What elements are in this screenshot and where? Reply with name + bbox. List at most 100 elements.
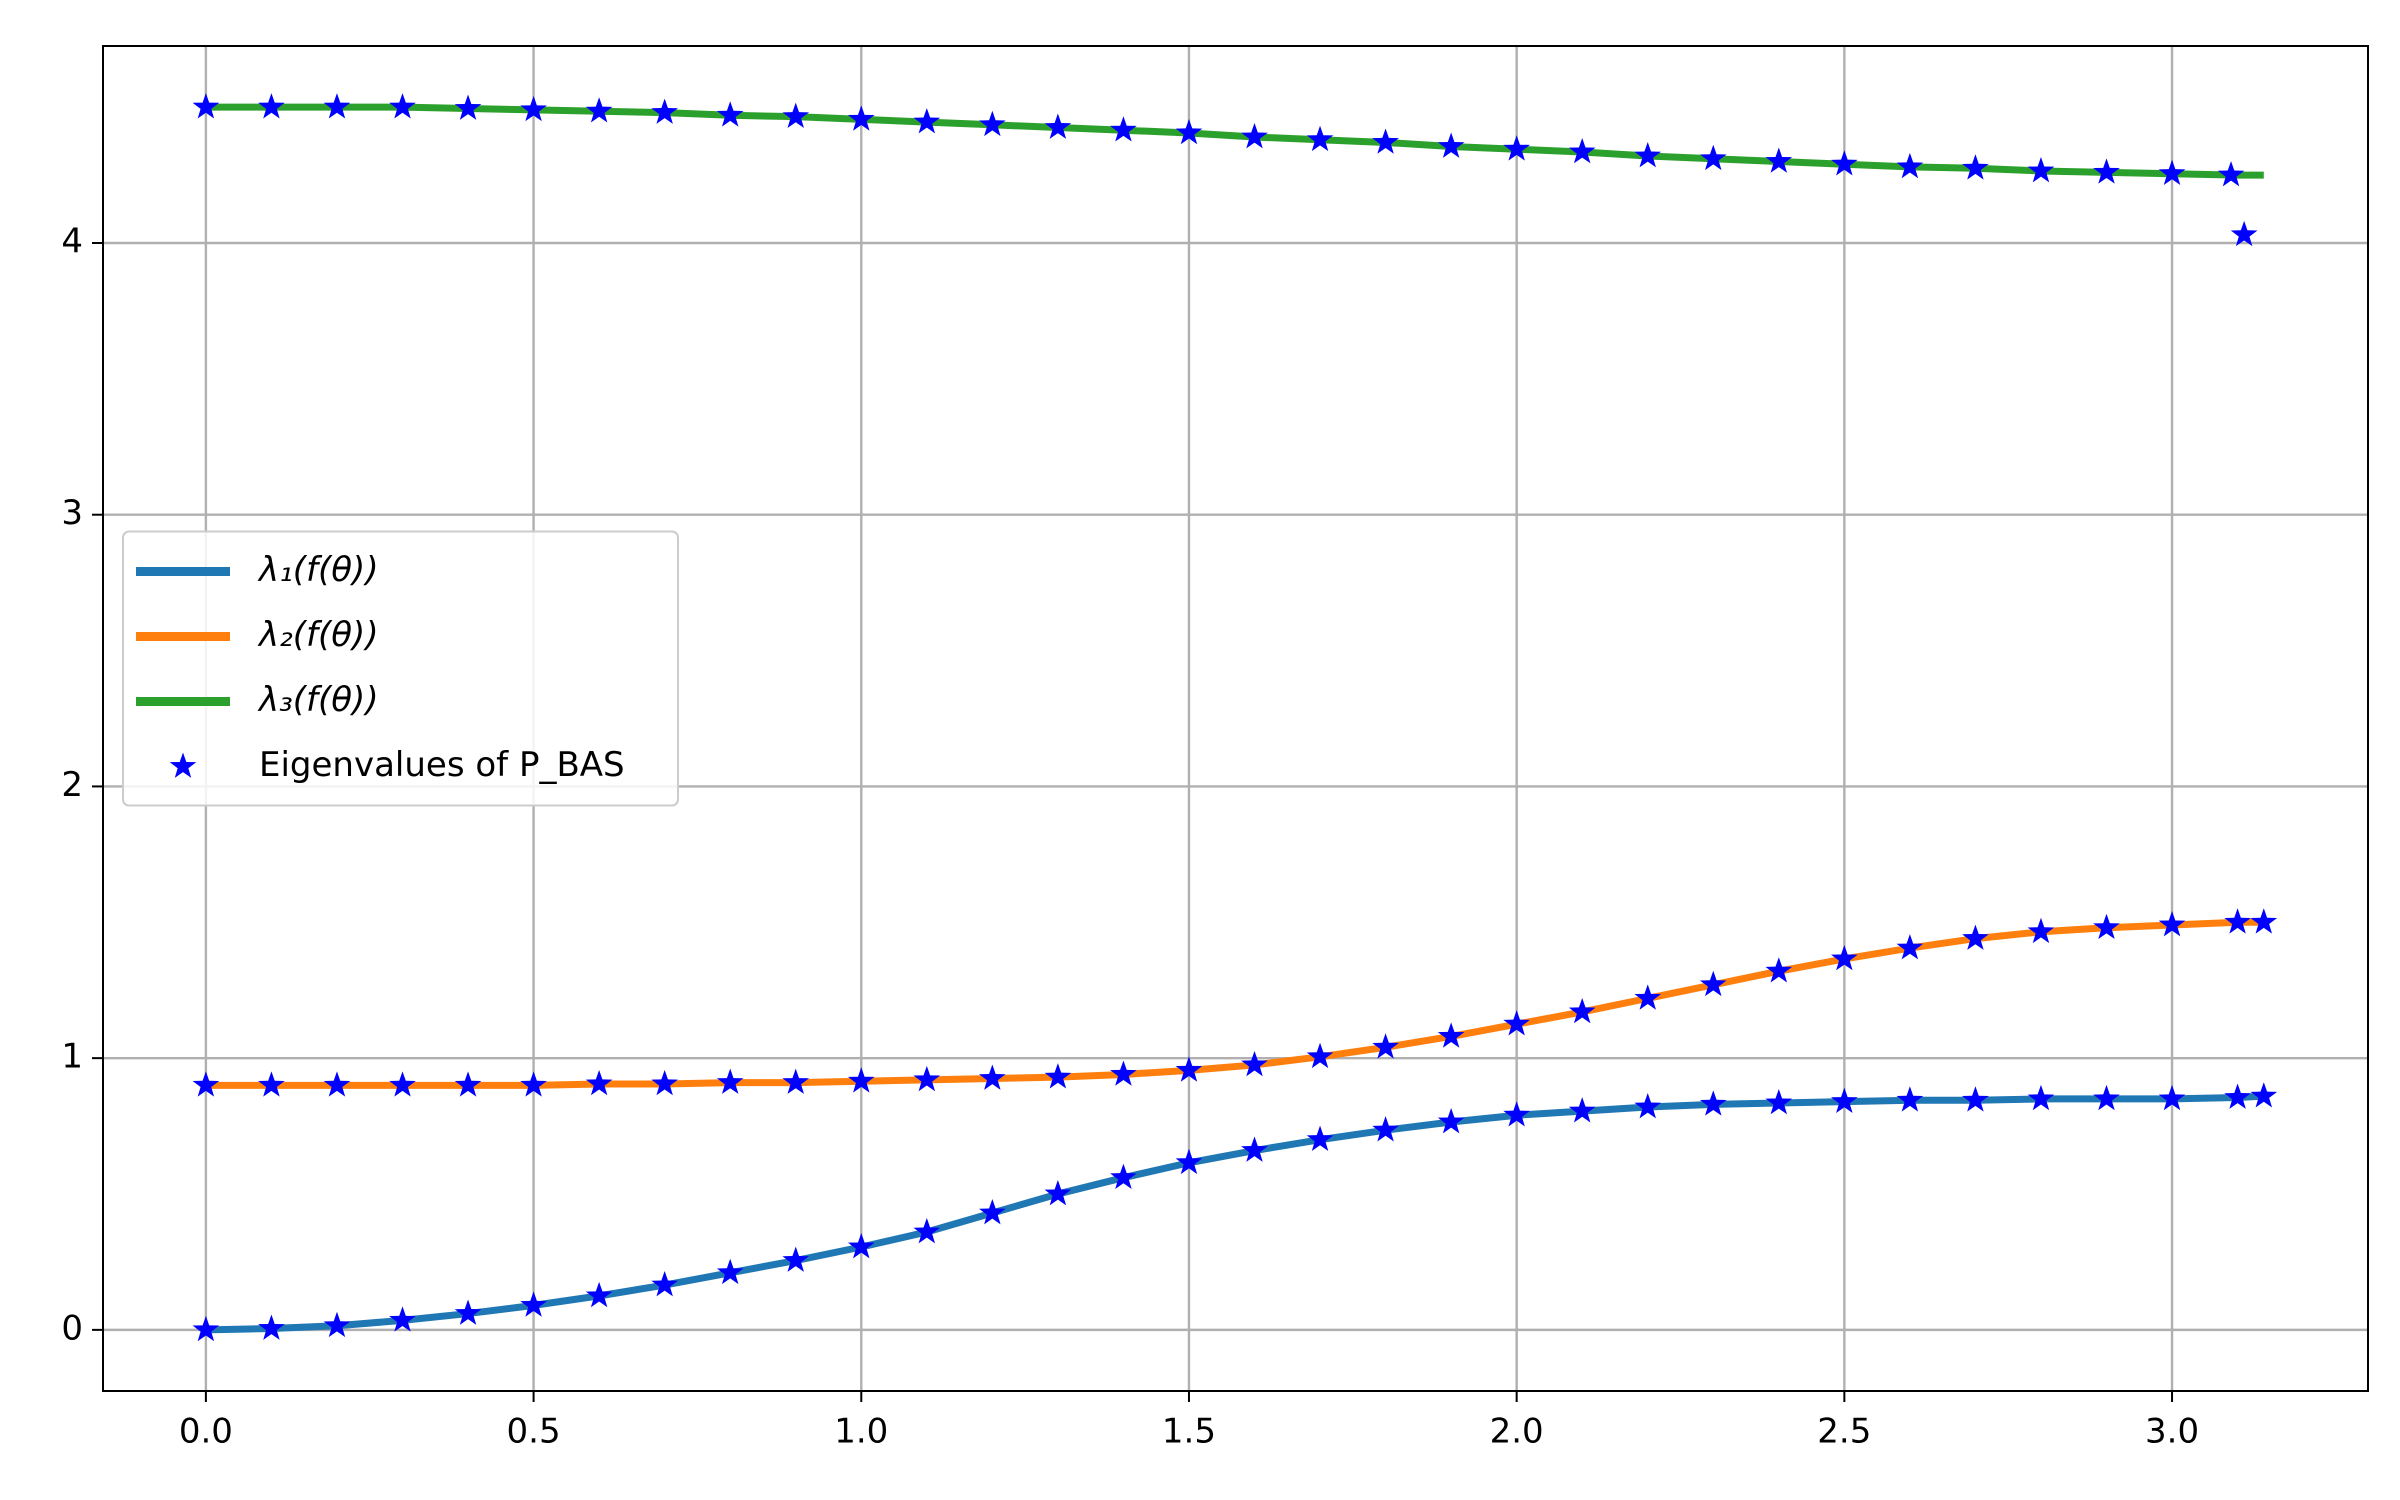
star-marker [1372,128,1399,154]
star-marker [1896,934,1924,960]
legend-label: λ₁(f(θ)) [257,550,379,590]
star-marker [2093,1084,2120,1111]
plot-frame [102,45,2369,1392]
legend-box [122,530,679,807]
star-marker [1372,1033,1399,1059]
star-marker [1699,144,1727,171]
star-marker [1634,142,1662,168]
star-marker [1831,1087,1858,1113]
y-tick-label: 0 [61,1308,83,1348]
legend-label: λ₂(f(θ)) [257,615,379,655]
star-marker [2027,917,2055,944]
star-marker [716,101,744,127]
star-marker [716,1068,744,1094]
star-marker [1175,118,1203,145]
star-marker [585,1069,613,1096]
star-marker [389,1306,416,1332]
star-marker [782,1068,810,1094]
star-marker [389,93,416,119]
star-marker [2158,159,2186,186]
star-marker [1437,132,1465,158]
star-marker [258,93,285,119]
star-marker [1044,1180,1072,1206]
star-marker [192,93,220,119]
star-marker [2027,1084,2055,1111]
y-tick-label: 2 [61,765,83,805]
star-marker [1765,1088,1793,1115]
star-marker [782,102,810,128]
star-marker [192,1071,220,1097]
star-marker [2217,161,2245,187]
x-tick-label: 2.5 [1817,1412,1871,1452]
star-marker [1699,1090,1727,1116]
star-marker [1306,1042,1334,1069]
star-marker [1765,957,1793,983]
star-marker [1634,1093,1662,1119]
star-marker [585,97,613,123]
star-marker [2224,908,2251,934]
y-tick-label: 4 [61,221,83,261]
star-marker [454,1071,482,1097]
star-marker [979,1064,1006,1090]
star-marker [258,1314,285,1340]
star-marker [1699,970,1727,997]
star-marker [1044,1063,1072,1089]
star-marker [1306,1125,1334,1151]
star-marker [1568,137,1596,164]
star-marker [651,1271,678,1297]
star-marker [454,1299,482,1325]
star-marker [585,1281,613,1308]
x-tick-label: 0.5 [507,1412,561,1452]
star-marker [1437,1022,1465,1048]
star-marker [1241,1050,1268,1077]
star-marker [847,1067,875,1093]
star-marker [1962,924,1989,950]
star-marker [2158,911,2186,937]
star-marker [2230,220,2258,247]
x-tick-label: 1.5 [1162,1412,1216,1452]
star-marker [1372,1116,1399,1142]
x-tick-label: 3.0 [2145,1412,2199,1452]
legend-label: λ₃(f(θ)) [257,680,379,720]
star-marker [1896,152,1924,179]
star-marker [1962,1086,1989,1112]
star-marker [913,1065,941,1092]
star-marker [716,1258,744,1285]
star-marker [1110,116,1137,142]
star-marker [1568,1097,1596,1123]
star-marker [1503,135,1530,161]
star-marker [1765,147,1793,173]
star-marker [1503,1010,1530,1036]
star-marker [2027,156,2055,183]
x-tick-label: 1.0 [834,1412,888,1452]
star-marker [2093,913,2120,940]
star-marker [1110,1163,1137,1190]
star-marker [323,1071,351,1097]
x-tick-label: 0.0 [179,1412,233,1452]
star-marker [651,98,678,124]
star-marker [847,105,875,131]
x-tick-label: 2.0 [1490,1412,1544,1452]
star-marker [913,108,941,134]
legend-label: Eigenvalues of P_BAS [259,745,625,785]
star-marker [979,110,1006,137]
y-tick-label: 3 [61,493,83,533]
star-marker [979,1199,1006,1225]
star-marker [520,1291,547,1317]
star-marker [323,93,351,119]
star-marker [2224,1083,2251,1109]
star-marker [1896,1086,1924,1112]
star-marker [1110,1060,1137,1086]
star-marker [2158,1084,2186,1111]
star-marker [1568,997,1596,1024]
star-marker [1503,1101,1530,1127]
star-marker [1241,1136,1268,1162]
star-marker [520,95,547,122]
star-marker [2250,908,2278,934]
star-marker [454,94,482,120]
star-marker [1831,944,1858,971]
star-marker [782,1246,810,1272]
star-marker [1831,150,1858,176]
